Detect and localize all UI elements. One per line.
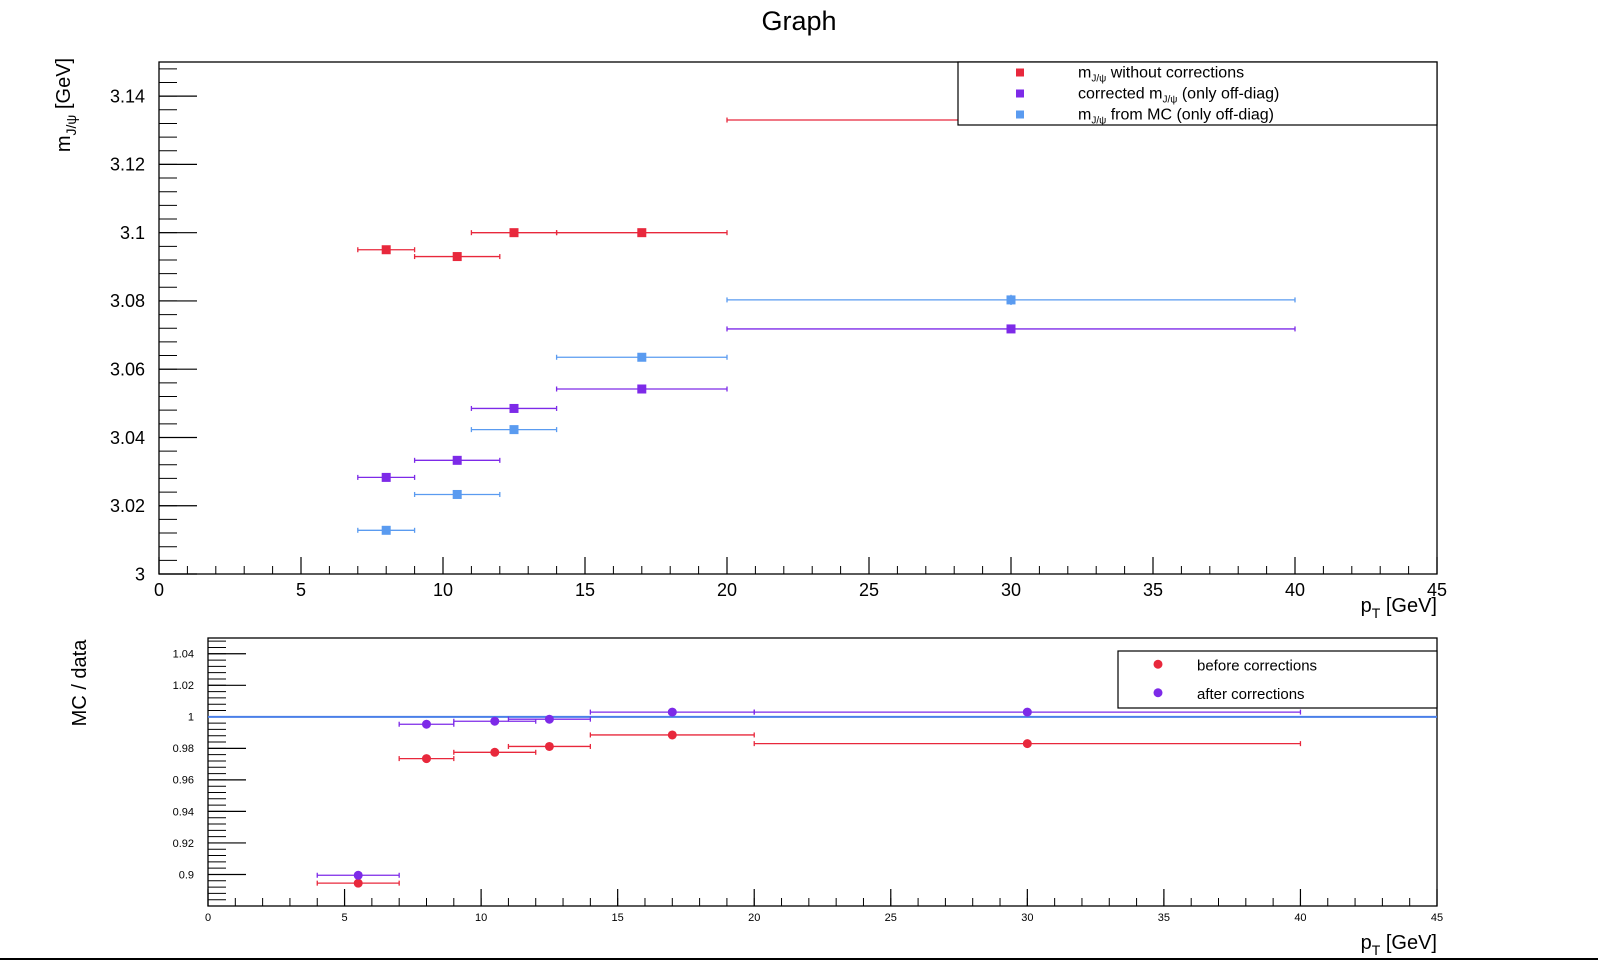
y-tick-label: 3.06: [110, 360, 145, 380]
legend-marker: [1016, 68, 1024, 77]
x-tick-label: 30: [1001, 580, 1021, 600]
series-2: [357, 294, 1296, 535]
y-axis-label: mJ/ψ [GeV]: [53, 58, 79, 152]
x-tick-label: 10: [475, 912, 487, 924]
x-tick-label: 0: [205, 912, 211, 924]
y-tick-label: 0.98: [173, 743, 194, 755]
x-axis-label: pT [GeV]: [1361, 932, 1437, 958]
x-tick-label: 5: [296, 580, 306, 600]
x-tick-label: 20: [717, 580, 737, 600]
y-tick-label: 3.08: [110, 291, 145, 311]
legend-label: mJ/ψ without corrections: [1078, 65, 1244, 85]
series-1: [357, 324, 1296, 482]
data-point: [509, 425, 519, 435]
x-tick-label: 25: [859, 580, 879, 600]
y-tick-label: 0.9: [179, 869, 194, 881]
chart-title: Graph: [761, 6, 836, 36]
y-tick-label: 0.92: [173, 838, 194, 850]
data-point: [381, 525, 391, 535]
data-point: [381, 245, 391, 255]
data-point: [637, 384, 647, 394]
data-point: [544, 741, 554, 751]
legend-box: [1117, 650, 1438, 709]
x-tick-label: 35: [1143, 580, 1163, 600]
legend-marker: [1016, 89, 1024, 98]
data-point: [509, 228, 519, 238]
legend: before corrections after corrections: [1117, 650, 1438, 709]
data-point: [637, 228, 647, 238]
series-0: [357, 115, 1296, 262]
x-tick-label: 20: [748, 912, 760, 924]
x-tick-label: 15: [612, 912, 624, 924]
data-point: [1022, 707, 1032, 717]
legend-marker: [1153, 688, 1163, 698]
data-point: [667, 730, 677, 740]
data-point: [490, 747, 500, 757]
x-tick-label: 0: [154, 580, 164, 600]
data-point: [353, 878, 363, 888]
data-point: [667, 707, 677, 717]
data-point: [490, 716, 500, 726]
x-tick-label: 30: [1021, 912, 1033, 924]
plot-frame: [207, 637, 1438, 907]
legend-label: after corrections: [1197, 686, 1305, 703]
panel-ratio: 0.9 0.92 0.94 0.96 0.98 1 1.02 1.04 0 5 10 15 20 25 30…: [69, 637, 1443, 958]
y-tick-label: 3.12: [110, 155, 145, 175]
x-tick-label: 15: [575, 580, 595, 600]
y-tick-label: 1.02: [173, 680, 194, 692]
legend-label: mJ/ψ from MC (only off-diag): [1078, 107, 1274, 127]
y-tick-label: 3.1: [120, 223, 145, 243]
x-tick-label: 5: [341, 912, 347, 924]
data-point: [509, 403, 519, 413]
legend-label: corrected mJ/ψ (only off-diag): [1078, 86, 1279, 106]
x-tick-label: 45: [1431, 912, 1443, 924]
data-point: [381, 472, 391, 482]
legend-marker: [1016, 110, 1024, 119]
y-axis-label: MC / data: [69, 639, 91, 727]
y-tick-label: 3.04: [110, 428, 145, 448]
data-point: [452, 455, 462, 465]
data-point: [421, 719, 431, 729]
y-tick-label: 3: [135, 564, 145, 584]
legend-box: [957, 61, 1438, 126]
data-point: [353, 870, 363, 880]
x-tick-label: 25: [885, 912, 897, 924]
series-0: [316, 730, 1302, 888]
legend-marker: [1153, 659, 1163, 669]
data-point: [1006, 324, 1016, 334]
y-tick-label: 0.94: [173, 806, 194, 818]
x-tick-label: 40: [1294, 912, 1306, 924]
plot-frame: [158, 61, 1438, 575]
legend-label: before corrections: [1197, 657, 1317, 674]
data-point: [544, 714, 554, 724]
series-1: [316, 707, 1302, 880]
data-point: [1006, 295, 1016, 305]
data-point: [421, 754, 431, 764]
x-tick-label: 10: [433, 580, 453, 600]
y-tick-label: 1.04: [173, 649, 194, 661]
y-tick-label: 0.96: [173, 775, 194, 787]
x-tick-label: 45: [1427, 580, 1447, 600]
x-axis-label: pT [GeV]: [1361, 595, 1437, 621]
data-point: [637, 352, 647, 362]
panel-mass: 3 3.02 3.04 3.06 3.08 3.1 3.12 3.14 0 5 10 15 20 25 30…: [53, 58, 1447, 621]
data-point: [1022, 739, 1032, 749]
x-tick-label: 40: [1285, 580, 1305, 600]
data-point: [452, 489, 462, 499]
data-point: [452, 252, 462, 262]
y-tick-label: 3.14: [110, 86, 145, 106]
x-tick-label: 35: [1158, 912, 1170, 924]
y-tick-label: 3.02: [110, 496, 145, 516]
y-tick-label: 1: [188, 712, 194, 724]
